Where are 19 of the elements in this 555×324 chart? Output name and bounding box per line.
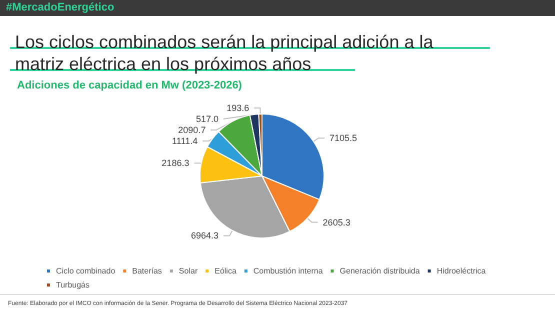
- data-label: 7105.5: [329, 133, 358, 144]
- data-label: 2605.3: [322, 217, 350, 228]
- chart-title: Los ciclos combinados serán la principal adición a la matriz eléctrica en los próximos años: [15, 32, 438, 74]
- legend-label: Combustión interna: [253, 266, 324, 276]
- legend-label: Baterías: [132, 266, 162, 276]
- text: #MercadoEnergético: [6, 2, 114, 14]
- chart-subtitle: Adiciones de capacidad en Mw (2023-2026): [17, 80, 242, 92]
- data-label: 1111.4: [172, 136, 198, 146]
- legend-label: Ciclo combinado: [56, 266, 116, 276]
- data-label: 193.6: [226, 103, 250, 114]
- legend-label: Hidroeléctrica: [436, 266, 486, 276]
- legend-label: Eólica: [214, 266, 237, 276]
- legend-label: Generación distribuida: [340, 266, 420, 276]
- data-label: 6964.3: [190, 230, 219, 241]
- legend-label: Solar: [178, 266, 198, 276]
- data-label: 2090.7: [178, 125, 206, 136]
- data-label: 517.0: [196, 114, 218, 124]
- legend-label: Turbugás: [56, 280, 90, 290]
- data-label: 2186.3: [162, 158, 190, 168]
